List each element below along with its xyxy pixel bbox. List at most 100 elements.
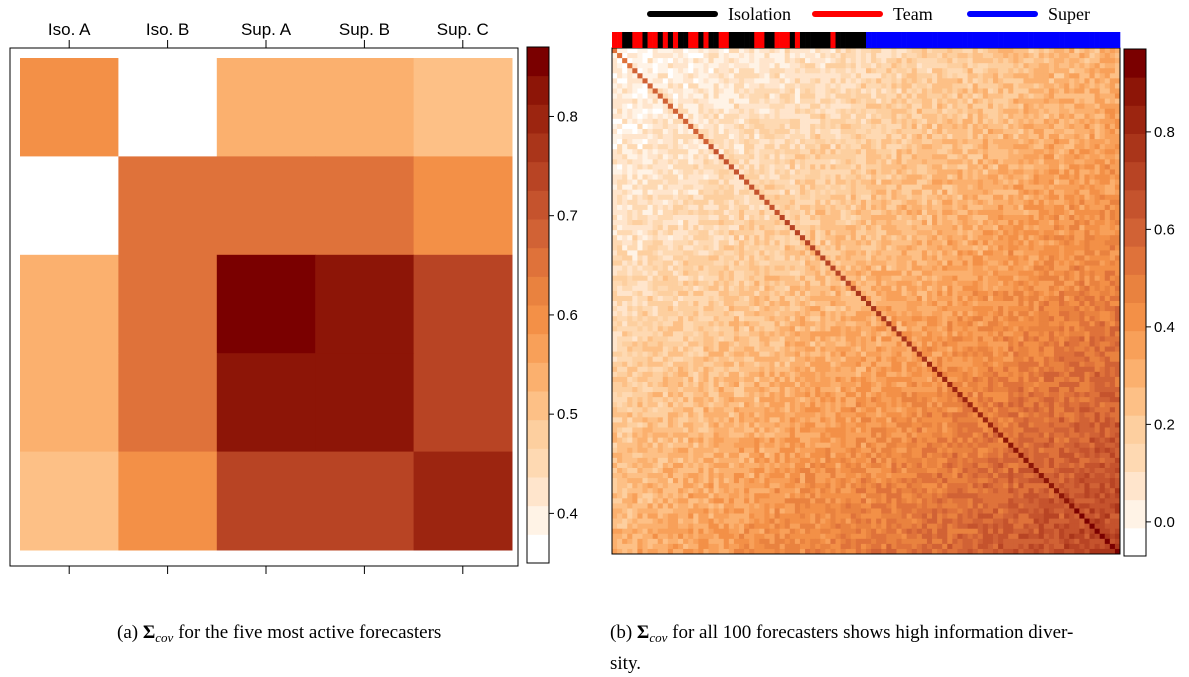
heatmap-b-cell: [1039, 63, 1044, 68]
heatmap-b-cell: [876, 134, 881, 139]
heatmap-b-cell: [754, 129, 759, 134]
heatmap-b-cell: [1079, 271, 1084, 276]
heatmap-b-cell: [1054, 286, 1059, 291]
heatmap-b-cell: [836, 63, 841, 68]
heatmap-b-cell: [709, 94, 714, 99]
heatmap-b-cell: [734, 159, 739, 164]
heatmap-b-cell: [846, 58, 851, 63]
heatmap-b-cell: [769, 210, 774, 215]
heatmap-b-cell: [830, 210, 835, 215]
heatmap-b-cell: [729, 215, 734, 220]
heatmap-b-cell: [1069, 94, 1074, 99]
heatmap-b-cell: [637, 53, 642, 58]
heatmap-b-cell: [836, 255, 841, 260]
heatmap-b-cell: [612, 235, 617, 240]
heatmap-b-cell: [729, 245, 734, 250]
heatmap-b-cell: [1110, 200, 1115, 205]
heatmap-b-cell: [1023, 255, 1028, 260]
heatmap-b-cell: [1069, 139, 1074, 144]
heatmap-b-cell: [963, 195, 968, 200]
heatmap-b-cell: [1034, 63, 1039, 68]
heatmap-b-cell: [952, 83, 957, 88]
heatmap-b-cell: [932, 83, 937, 88]
heatmap-b-cell: [846, 94, 851, 99]
heatmap-b-cell: [678, 225, 683, 230]
heatmap-b-cell: [947, 68, 952, 73]
heatmap-b-cell: [1008, 83, 1013, 88]
heatmap-b-cell: [612, 104, 617, 109]
heatmap-b-cell: [1074, 124, 1079, 129]
heatmap-b-cell: [988, 68, 993, 73]
heatmap-b-cell: [957, 180, 962, 185]
heatmap-b-cell: [622, 296, 627, 301]
heatmap-b-cell: [1084, 240, 1089, 245]
heatmap-b-cell: [886, 58, 891, 63]
heatmap-b-cell: [714, 220, 719, 225]
heatmap-b-cell: [617, 276, 622, 281]
heatmap-b-cell: [1105, 109, 1110, 114]
heatmap-b-cell: [963, 261, 968, 266]
heatmap-b-cell: [622, 73, 627, 78]
heatmap-b-cell: [886, 94, 891, 99]
heatmap-b-cell: [612, 286, 617, 291]
heatmap-b-cell: [754, 215, 759, 220]
heatmap-b-cell: [1090, 240, 1095, 245]
heatmap-b-cell: [922, 78, 927, 83]
heatmap-b-cell: [1110, 104, 1115, 109]
heatmap-b-cell: [749, 94, 754, 99]
heatmap-b-cell: [1039, 235, 1044, 240]
heatmap-b-cell: [1095, 68, 1100, 73]
heatmap-b-cell: [820, 99, 825, 104]
heatmap-b-cell: [841, 225, 846, 230]
heatmap-b-cell: [800, 73, 805, 78]
heatmap-b-cell: [785, 276, 790, 281]
heatmap-b-cell: [719, 58, 724, 63]
heatmap-b-cell: [1090, 129, 1095, 134]
heatmap-b-cell: [922, 129, 927, 134]
heatmap-b-cell: [1069, 119, 1074, 124]
heatmap-b-cell: [1054, 129, 1059, 134]
heatmap-b-cell: [851, 83, 856, 88]
heatmap-b-cell: [886, 185, 891, 190]
heatmap-b-cell: [703, 129, 708, 134]
heatmap-b-cell: [1090, 164, 1095, 169]
heatmap-b-cell: [815, 225, 820, 230]
heatmap-b-cell: [683, 119, 688, 124]
heatmap-b-cell: [1095, 144, 1100, 149]
heatmap-b-cell: [1013, 215, 1018, 220]
heatmap-b-cell: [673, 53, 678, 58]
heatmap-b-cell: [917, 68, 922, 73]
heatmap-b-cell: [780, 104, 785, 109]
heatmap-b-cell: [642, 230, 647, 235]
heatmap-b-cell: [642, 169, 647, 174]
heatmap-b-cell: [627, 53, 632, 58]
heatmap-b-cell: [769, 129, 774, 134]
heatmap-b-cell: [663, 240, 668, 245]
heatmap-b-cell: [942, 104, 947, 109]
heatmap-b-cell: [759, 48, 764, 53]
heatmap-b-cell: [1013, 88, 1018, 93]
heatmap-b-cell: [1100, 58, 1105, 63]
heatmap-b-cell: [795, 83, 800, 88]
heatmap-b-cell: [1090, 48, 1095, 53]
heatmap-b-cell: [973, 235, 978, 240]
heatmap-b-cell: [663, 230, 668, 235]
heatmap-b-cell: [1074, 220, 1079, 225]
heatmap-b-cell: [968, 180, 973, 185]
heatmap-b-cell: [749, 48, 754, 53]
heatmap-b-cell: [932, 94, 937, 99]
heatmap-b-cell: [1003, 291, 1008, 296]
heatmap-b-cell: [719, 134, 724, 139]
heatmap-b-cell: [1074, 175, 1079, 180]
heatmap-b-cell: [957, 281, 962, 286]
heatmap-b-cell: [1044, 134, 1049, 139]
heatmap-b-cell: [1044, 225, 1049, 230]
heatmap-b-cell: [617, 119, 622, 124]
heatmap-b-cell: [973, 210, 978, 215]
heatmap-b-cell: [830, 63, 835, 68]
heatmap-b-cell: [1084, 190, 1089, 195]
heatmap-b-cell: [795, 255, 800, 260]
heatmap-b-cell: [993, 200, 998, 205]
heatmap-b-cell: [866, 255, 871, 260]
heatmap-b-cell: [719, 119, 724, 124]
